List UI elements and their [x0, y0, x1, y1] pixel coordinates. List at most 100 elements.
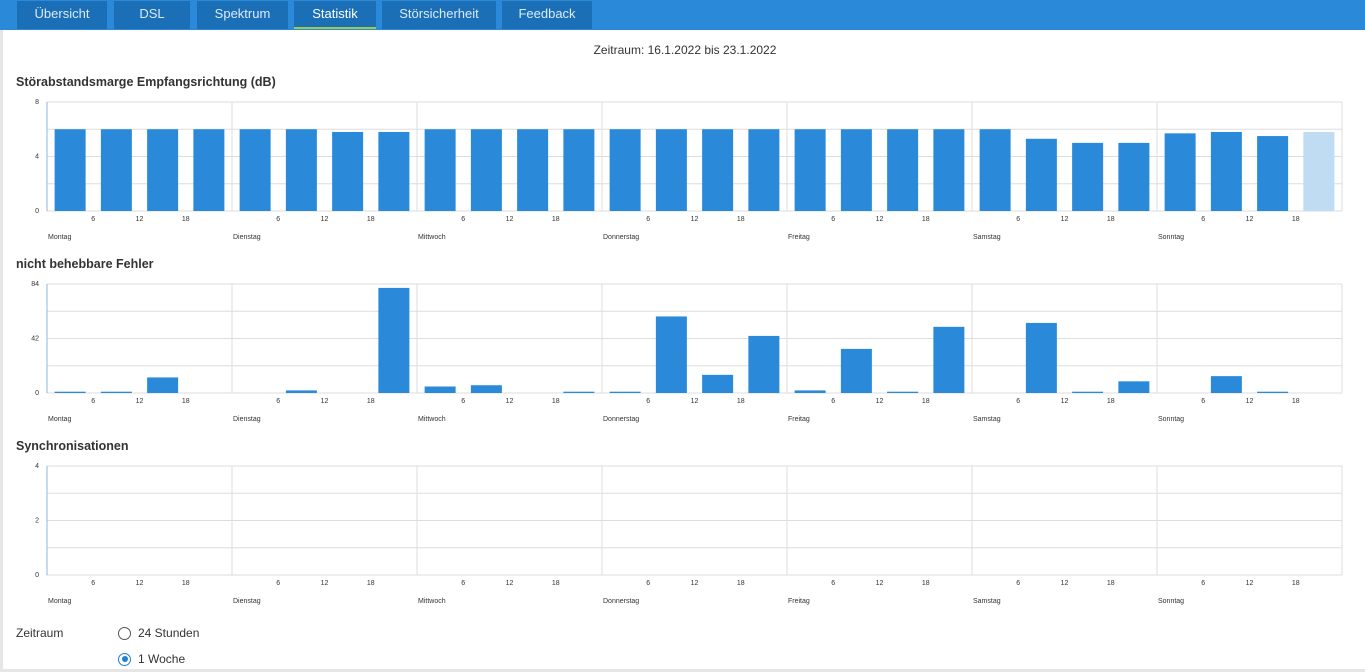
hour-tick-label: 12	[876, 580, 884, 587]
bar	[1118, 142, 1150, 211]
hour-tick-label: 12	[321, 580, 329, 587]
hour-tick-label: 18	[737, 580, 745, 587]
day-label: Dienstag	[233, 598, 261, 605]
bar	[1303, 131, 1335, 211]
bar	[332, 131, 364, 211]
bar	[702, 129, 734, 211]
hour-tick-label: 12	[691, 216, 699, 223]
hour-tick-label: 12	[876, 398, 884, 405]
radio-24-stunden[interactable]	[118, 626, 131, 640]
day-label: Sonntag	[1158, 234, 1184, 241]
tab-feedback[interactable]: Feedback	[502, 1, 592, 29]
y-tick-label: 0	[35, 572, 39, 579]
hour-tick-label: 18	[1292, 216, 1300, 223]
hour-tick-label: 18	[552, 398, 560, 405]
hour-tick-label: 12	[136, 580, 144, 587]
bar	[794, 390, 826, 393]
hour-tick-label: 12	[321, 398, 329, 405]
radio-1-woche[interactable]	[118, 652, 131, 666]
bar	[1164, 133, 1196, 211]
day-label: Donnerstag	[603, 234, 639, 241]
bar	[563, 391, 595, 393]
hour-tick-label: 12	[136, 216, 144, 223]
bar	[1210, 131, 1242, 211]
hour-tick-label: 18	[367, 398, 375, 405]
bar	[794, 129, 826, 211]
hour-tick-label: 18	[1107, 580, 1115, 587]
y-tick-label: 2	[35, 518, 39, 525]
hour-tick-label: 6	[91, 580, 95, 587]
bar	[193, 129, 225, 211]
y-tick-label: 0	[35, 208, 39, 215]
tab-bar: Übersicht DSL Spektrum Statistik Störsic…	[0, 0, 1365, 30]
bar	[563, 129, 595, 211]
tab-stoersicherheit[interactable]: Störsicherheit	[382, 1, 496, 29]
tab-dsl[interactable]: DSL	[114, 1, 190, 29]
tab-spektrum[interactable]: Spektrum	[197, 1, 288, 29]
day-label: Mittwoch	[418, 598, 446, 605]
bar	[424, 386, 456, 393]
y-tick-label: 4	[35, 154, 39, 161]
y-tick-label: 84	[31, 281, 39, 288]
hour-tick-label: 6	[831, 398, 835, 405]
hour-tick-label: 18	[552, 580, 560, 587]
hour-tick-label: 18	[182, 398, 190, 405]
bar	[1072, 142, 1104, 211]
hour-tick-label: 6	[276, 580, 280, 587]
hour-tick-label: 18	[182, 580, 190, 587]
uncorrectable-errors-chart: 84 42 0 6 12 18 Montag 6 12 18 Dienstag 6 12 18 Mittwo…	[31, 281, 1343, 423]
bar	[840, 129, 872, 211]
page-left-border	[0, 30, 3, 672]
bar	[1025, 322, 1057, 393]
hour-tick-label: 12	[1061, 580, 1069, 587]
chart-title-snr: Störabstandsmarge Empfangsrichtung (dB)	[16, 75, 276, 89]
day-label: Samstag	[973, 416, 1001, 423]
y-tick-label: 4	[35, 463, 39, 470]
hour-tick-label: 6	[461, 398, 465, 405]
hour-tick-label: 12	[321, 216, 329, 223]
bar	[748, 335, 780, 393]
day-label: Montag	[48, 598, 71, 605]
option-24-stunden[interactable]: 24 Stunden	[118, 625, 199, 641]
bar	[979, 129, 1011, 211]
bar	[147, 377, 179, 393]
bar	[1210, 376, 1242, 393]
bar	[748, 129, 780, 211]
day-label: Montag	[48, 234, 71, 241]
hour-tick-label: 6	[461, 580, 465, 587]
option-1-woche[interactable]: 1 Woche	[118, 651, 185, 667]
hour-tick-label: 6	[461, 216, 465, 223]
hour-tick-label: 6	[831, 216, 835, 223]
hour-tick-label: 12	[136, 398, 144, 405]
tab-uebersicht[interactable]: Übersicht	[17, 1, 107, 29]
hour-tick-label: 6	[1016, 398, 1020, 405]
bar	[147, 129, 179, 211]
hour-tick-label: 18	[737, 398, 745, 405]
hour-tick-label: 12	[506, 216, 514, 223]
bar	[285, 390, 317, 393]
day-label: Mittwoch	[418, 234, 446, 241]
hour-tick-label: 12	[691, 398, 699, 405]
hour-tick-label: 12	[506, 398, 514, 405]
bar	[1257, 136, 1289, 211]
hour-tick-label: 6	[276, 216, 280, 223]
bar	[470, 129, 502, 211]
synchronizations-chart: 4 2 0 6 12 18 Montag 6 12 18 Dienstag 6 12 18 Mittwoch…	[35, 463, 1343, 605]
bar	[1025, 138, 1057, 211]
day-label: Sonntag	[1158, 598, 1184, 605]
tab-statistik[interactable]: Statistik	[294, 1, 376, 29]
day-label: Samstag	[973, 598, 1001, 605]
day-label: Montag	[48, 416, 71, 423]
day-label: Samstag	[973, 234, 1001, 241]
hour-tick-label: 18	[182, 216, 190, 223]
hour-tick-label: 12	[1061, 216, 1069, 223]
bar	[100, 391, 132, 393]
bar	[933, 129, 965, 211]
hour-tick-label: 12	[1246, 398, 1254, 405]
bar	[1072, 391, 1104, 393]
bar	[655, 316, 687, 393]
y-tick-label: 0	[35, 390, 39, 397]
hour-tick-label: 18	[552, 216, 560, 223]
bar	[1257, 391, 1289, 393]
hour-tick-label: 18	[922, 580, 930, 587]
